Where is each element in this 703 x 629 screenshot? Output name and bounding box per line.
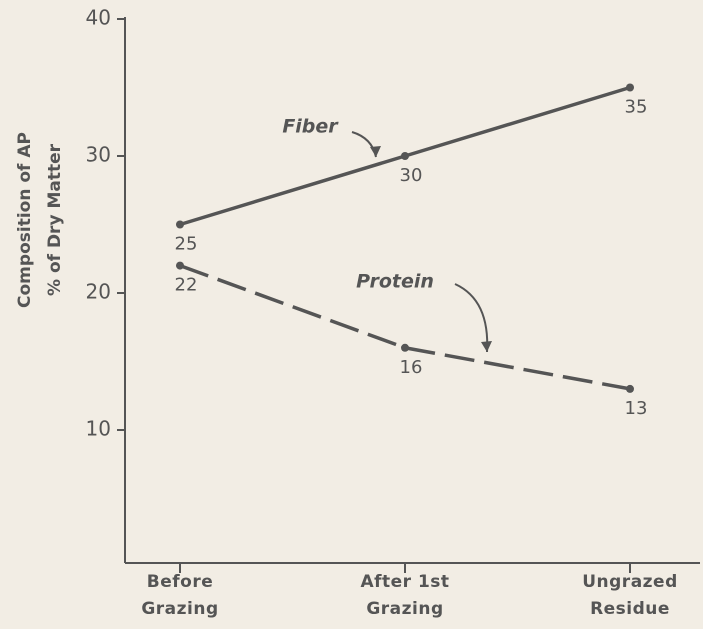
- series-label: Protein: [356, 271, 434, 293]
- point: [401, 343, 409, 352]
- x-tick-label: Before Grazing: [141, 572, 219, 619]
- data-label: 16: [400, 357, 423, 378]
- y-tick-label: 40: [86, 6, 111, 30]
- data-label: 22: [175, 275, 198, 296]
- point: [626, 384, 634, 393]
- data-label: 35: [625, 97, 648, 118]
- series-label: Fiber: [282, 116, 339, 138]
- y-tick-label: 10: [86, 417, 111, 441]
- arrow-head: [481, 341, 492, 352]
- y-axis-label: Composition of AP: [15, 132, 35, 308]
- x-tick-label: After 1st Grazing: [360, 572, 450, 619]
- arrow-head: [370, 146, 381, 157]
- annotation-arrow: [351, 131, 377, 158]
- data-label: 30: [400, 165, 423, 186]
- point: [401, 152, 409, 160]
- data-label: 13: [625, 398, 648, 419]
- x-tick-label: Ungrazed Residue: [582, 572, 678, 619]
- y-tick-label: 30: [86, 143, 111, 167]
- point: [176, 261, 184, 270]
- point: [176, 220, 184, 229]
- y-tick-label: 20: [86, 280, 111, 304]
- data-label: 25: [175, 234, 198, 255]
- annotation-arrow: [454, 283, 489, 353]
- y-axis-label: % of Dry Matter: [45, 143, 65, 296]
- point: [626, 83, 634, 92]
